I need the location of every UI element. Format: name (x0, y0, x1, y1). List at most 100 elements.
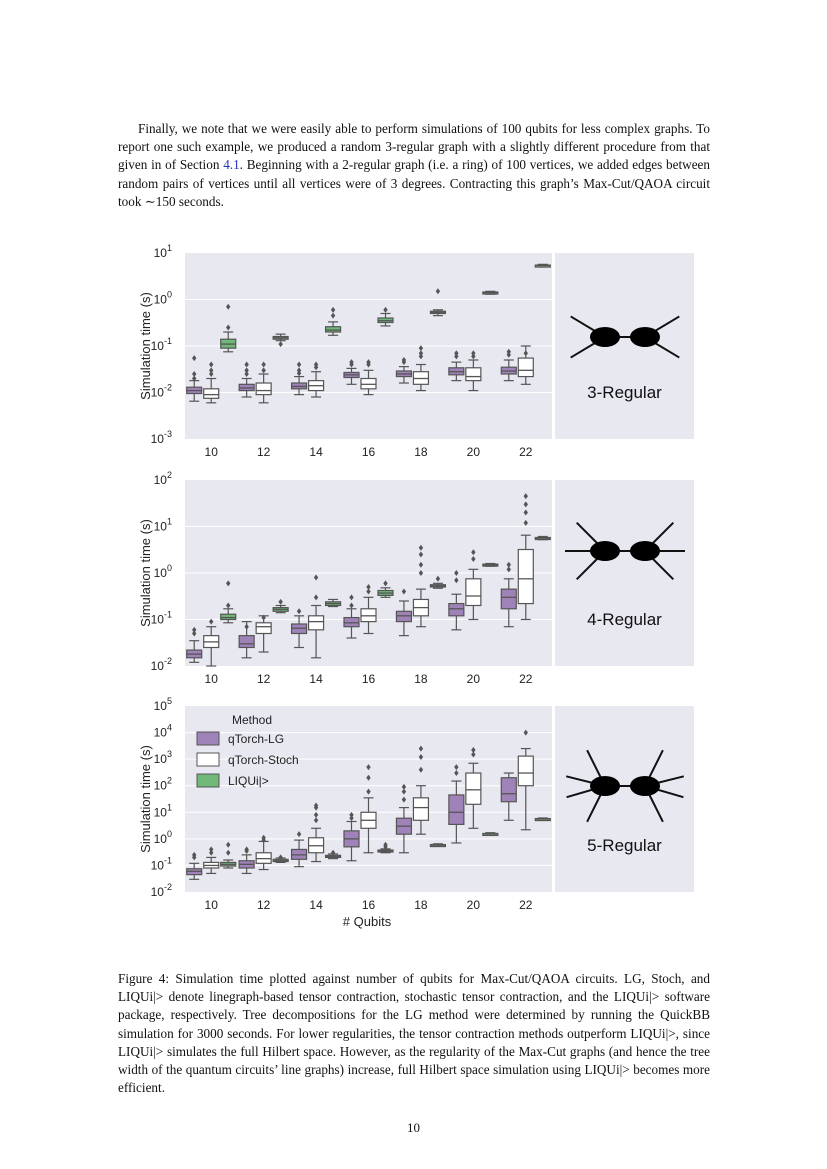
page-number: 10 (407, 1120, 420, 1135)
outlier-point (506, 561, 511, 568)
y-tick-label: 102 (154, 776, 172, 793)
outlier-point (296, 370, 302, 377)
outlier-point (330, 312, 336, 319)
outlier-point (418, 551, 424, 558)
box-qtorchstoch-18 (412, 544, 430, 628)
outlier-point (418, 745, 424, 752)
box-qtorchstoch-22 (517, 345, 534, 385)
figure-4: 10-3 10-2 10-1 100 101 10 12 14 16 18 20 22 Simulati… (138, 243, 694, 929)
box-qtorchstoch-14 (307, 802, 325, 863)
box-qtorchlg-18 (395, 588, 413, 637)
box-liqui-16 (377, 580, 394, 598)
y-tick-label: 103 (154, 749, 172, 766)
x-tick-label: 16 (362, 672, 376, 686)
outlier-point (192, 375, 197, 382)
x-tick-label: 16 (362, 445, 376, 459)
x-tick-label: 22 (519, 445, 533, 459)
box-qtorchlg-12 (238, 846, 255, 875)
outlier-point (435, 575, 441, 582)
graph-3-regular (570, 315, 680, 359)
box-liqui-14 (324, 598, 342, 608)
section-ref-link[interactable]: 4.1 (223, 157, 240, 173)
y-tick-label: 10-1 (151, 855, 172, 872)
box-qtorchlg-10 (186, 851, 203, 880)
box-qtorchlg-14 (290, 608, 308, 649)
outlier-point (192, 626, 197, 633)
graph-area (555, 706, 694, 892)
box-liqui-12 (272, 333, 289, 348)
outlier-point (401, 588, 407, 595)
outlier-point (261, 367, 266, 374)
regularity-label: 3-Regular (587, 383, 662, 402)
outlier-point (471, 353, 476, 360)
box-qtorchstoch-12 (255, 834, 272, 871)
box-body (203, 388, 220, 399)
legend-swatch (196, 752, 220, 767)
panel-2: 10-2 10-1 100 101 102 10 12 14 16 18 20 22 Simulatio… (138, 470, 694, 686)
box-liqui-12 (272, 598, 289, 614)
box-liqui-22 (534, 817, 551, 822)
box-qtorchstoch-10 (203, 361, 220, 404)
outlier-point (278, 854, 283, 861)
box-liqui-16 (377, 306, 394, 327)
legend-title: Method (232, 713, 272, 727)
outlier-point (418, 766, 424, 773)
box-qtorchstoch-12 (255, 361, 272, 404)
y-tick-label: 104 (154, 723, 172, 740)
outlier-point (313, 811, 319, 818)
outlier-point (209, 849, 214, 856)
x-tick-label: 10 (205, 672, 219, 686)
box-body (255, 622, 272, 635)
box-body (517, 755, 534, 787)
regularity-label: 4-Regular (587, 610, 662, 629)
box-qtorchlg-16 (343, 359, 360, 385)
box-body (360, 377, 377, 390)
box-qtorchstoch-22 (517, 729, 534, 831)
box-liqui-10 (220, 580, 237, 624)
box-liqui-16 (377, 841, 394, 854)
outlier-point (261, 614, 266, 621)
box-body (465, 772, 482, 805)
outlier-point (418, 544, 424, 551)
box-qtorchstoch-18 (412, 345, 430, 392)
vertex (590, 541, 620, 561)
vertex (590, 776, 620, 796)
box-body (324, 326, 342, 333)
box-qtorchlg-10 (186, 355, 203, 402)
graph-area (555, 480, 694, 666)
outlier-point (383, 580, 388, 587)
outlier-point (523, 729, 528, 736)
box-qtorchstoch-16 (360, 583, 377, 635)
box-body (448, 602, 465, 617)
box-liqui-22 (534, 535, 551, 541)
y-axis-label: Simulation time (s) (138, 292, 153, 400)
box-liqui-22 (534, 263, 551, 268)
box-qtorchlg-20 (448, 570, 465, 631)
box-qtorchlg-22 (500, 561, 517, 628)
outlier-point (226, 324, 231, 331)
y-tick-label: 105 (154, 696, 172, 713)
x-tick-label: 10 (205, 445, 219, 459)
outlier-point (226, 303, 231, 310)
outlier-point (209, 370, 214, 377)
outlier-point (226, 849, 231, 856)
y-tick-label: 102 (154, 470, 172, 487)
outlier-point (209, 361, 214, 368)
outlier-point (454, 353, 459, 360)
outlier-point (366, 788, 371, 795)
box-body (395, 610, 413, 623)
box-body (255, 382, 272, 396)
y-tick-label: 10-2 (151, 656, 172, 673)
outlier-point (418, 353, 424, 360)
box-qtorchlg-12 (238, 361, 255, 398)
box-qtorchstoch-10 (203, 846, 220, 875)
panel-3: 10-2 10-1 100 101 102 103 104 105 10 12 14 16 18 20 22… (138, 696, 694, 912)
box-qtorchstoch-14 (307, 574, 325, 659)
outlier-point (349, 602, 354, 609)
box-liqui-10 (220, 303, 237, 353)
outlier-point (523, 509, 528, 516)
legend-label: qTorch-Stoch (228, 753, 299, 767)
figure-caption: Figure 4: Simulation time plotted agains… (118, 971, 710, 1096)
box-liqui-14 (324, 306, 342, 336)
graph-area (555, 253, 694, 439)
